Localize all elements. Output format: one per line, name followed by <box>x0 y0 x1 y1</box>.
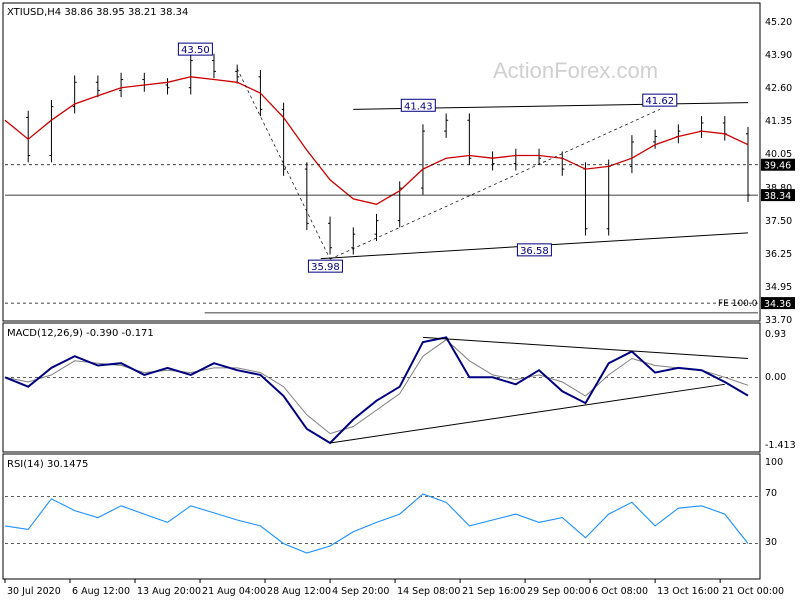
annotation-box <box>177 42 213 56</box>
annotation-label: 36.58 <box>520 246 549 257</box>
rsi-tick: 70 <box>765 488 777 499</box>
x-tick-label: 30 Jul 2020 <box>7 586 61 597</box>
fib-projection-line <box>236 68 331 260</box>
annotation-label: 41.62 <box>645 96 674 107</box>
x-tick-label: 21 Sep 16:00 <box>462 586 525 597</box>
macd-title: MACD(12,26,9) -0.390 -0.171 <box>7 328 154 339</box>
x-tick-label: 13 Aug 20:00 <box>137 586 201 597</box>
annotation-label: 43.50 <box>181 45 210 56</box>
price-tick: 40.05 <box>765 149 792 160</box>
price-panel-frame <box>2 2 761 322</box>
level-label-box <box>761 297 795 310</box>
annotation-label: 35.98 <box>311 262 340 273</box>
macd-signal-line <box>4 339 749 435</box>
rsi-line <box>4 493 749 554</box>
macd-tick: 0.93 <box>765 329 786 340</box>
x-tick-label: 13 Oct 16:00 <box>657 586 719 597</box>
x-tick-label: 29 Sep 00:00 <box>527 586 590 597</box>
x-tick-label: 21 Aug 04:00 <box>202 586 266 597</box>
fe-label: FE 100.0 <box>718 299 758 309</box>
rsi-panel-frame <box>2 453 761 580</box>
price-tick: 33.70 <box>765 315 792 326</box>
macd-tick: -1.413 <box>765 440 796 451</box>
price-tick: 42.60 <box>765 83 792 94</box>
annotation-label: 41.43 <box>404 101 433 112</box>
x-tick-label: 14 Sep 08:00 <box>397 586 460 597</box>
x-tick-label: 21 Oct 00:00 <box>722 586 784 597</box>
macd-trendline <box>329 383 725 444</box>
rsi-title: RSI(14) 30.1475 <box>7 459 88 470</box>
x-tick-label: 6 Aug 12:00 <box>72 586 130 597</box>
sma-line <box>4 76 749 205</box>
watermark: ActionForex.com <box>493 58 658 83</box>
price-tick: 41.35 <box>765 116 792 127</box>
price-tick: 37.50 <box>765 216 792 227</box>
fib-projection-line <box>329 109 660 260</box>
rsi-tick: 30 <box>765 537 777 548</box>
x-tick-label: 28 Aug 12:00 <box>267 586 331 597</box>
level-label-box <box>761 158 795 171</box>
price-tick: 43.90 <box>765 50 792 61</box>
annotation-box <box>400 98 436 112</box>
price-tick: 36.25 <box>765 249 792 260</box>
x-tick-label: 4 Sep 20:00 <box>332 586 389 597</box>
macd-panel-frame <box>2 322 761 453</box>
level-label: 34.36 <box>764 299 791 310</box>
macd-trendline <box>422 336 749 359</box>
rsi-tick: 100 <box>765 457 783 468</box>
macd-tick: 0.00 <box>765 372 786 383</box>
price-tick: 38.80 <box>765 183 792 194</box>
annotation-box <box>516 243 552 257</box>
price-tick: 45.20 <box>765 17 792 28</box>
price-tick: 34.95 <box>765 282 792 293</box>
annotation-box <box>307 259 343 273</box>
level-label: 38.34 <box>764 191 791 202</box>
x-tick-label: 6 Oct 08:00 <box>592 586 648 597</box>
macd-line <box>4 336 749 445</box>
annotation-box <box>642 93 678 107</box>
price-y-axis: 45.20 43.90 42.60 41.35 40.05 38.80 37.5… <box>765 17 792 326</box>
level-label: 39.46 <box>764 161 791 172</box>
level-label-box <box>761 189 795 202</box>
price-title: XTIUSD,H4 38.86 38.95 38.21 38.34 <box>7 7 188 18</box>
